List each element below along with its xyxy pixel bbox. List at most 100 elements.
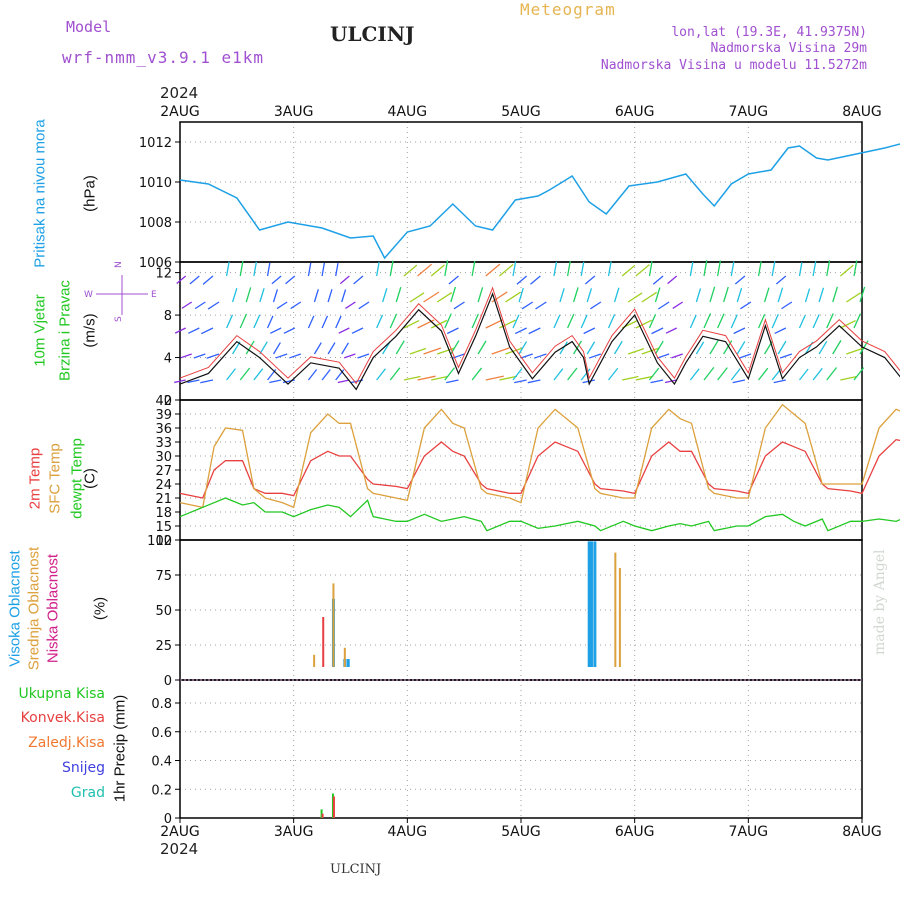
- wind-arrow: [635, 319, 653, 329]
- wind-arrow: [514, 327, 527, 335]
- wind-arrow: [671, 353, 683, 359]
- y-tick-label: 0.4: [151, 755, 172, 770]
- x-tick-label-bottom: 2AUG: [160, 824, 200, 840]
- wind-arrow: [389, 313, 398, 329]
- wind-arrow: [499, 375, 518, 381]
- wind-arrow: [505, 291, 521, 303]
- wind-gust-line: [179, 286, 900, 385]
- wind-arrow: [289, 353, 302, 359]
- y-tick-label: 21: [155, 492, 172, 507]
- wind-arrow: [758, 367, 769, 381]
- wind-arrow: [650, 379, 664, 384]
- wind-arrow: [520, 353, 533, 359]
- wind-arrow: [695, 341, 705, 355]
- x-tick-label-top: 6AUG: [615, 104, 655, 120]
- wind-arrow: [180, 353, 192, 359]
- y-tick-label: 1010: [139, 176, 172, 191]
- wind-arrow: [553, 261, 558, 277]
- wind-arrow: [853, 260, 858, 277]
- wind-arrow: [781, 301, 793, 310]
- y-tick-label: 100: [147, 534, 172, 549]
- wind-arrow: [757, 314, 766, 329]
- wind-arrow: [335, 315, 342, 329]
- wind-arrow: [283, 327, 296, 334]
- wind-arrow: [477, 287, 484, 303]
- y-tick-label: 75: [155, 569, 172, 584]
- wind-arrow: [771, 261, 776, 277]
- wind-arrow: [635, 375, 654, 381]
- wind-arrow: [521, 301, 534, 310]
- y-tick-label: 8: [164, 309, 172, 324]
- wind-arrow: [608, 367, 619, 381]
- wind-arrow: [730, 314, 738, 329]
- high-cloud-bar: [346, 659, 350, 667]
- wind-arrow: [423, 347, 442, 355]
- y-tick-label: 39: [155, 408, 172, 423]
- wind-arrow: [723, 286, 729, 303]
- wind-arrow: [285, 275, 296, 285]
- wind-arrow: [733, 327, 746, 335]
- wind-arrow: [839, 264, 854, 277]
- x-tick-label-top: 7AUG: [729, 104, 769, 120]
- wind-arrow: [516, 275, 528, 285]
- wind-arrow: [202, 275, 214, 285]
- wind-arrow: [351, 327, 364, 334]
- wind-arrow: [527, 379, 541, 384]
- wind-arrow: [812, 314, 820, 329]
- wind-arrow: [403, 264, 418, 277]
- wind-arrow: [583, 327, 596, 335]
- wind-arrow: [730, 261, 735, 277]
- high-cloud-bar: [587, 541, 591, 667]
- wind-arrow: [477, 340, 487, 355]
- wind-arrow: [193, 353, 206, 359]
- wind-arrow: [695, 288, 702, 303]
- wind-arrow: [272, 342, 281, 355]
- wind-arrow: [840, 320, 856, 329]
- wind-arrow: [245, 287, 252, 303]
- wind-arrow: [341, 342, 350, 355]
- wind-arrow: [187, 379, 200, 384]
- model-label: Model: [66, 18, 112, 36]
- wind-arrow: [512, 314, 520, 329]
- wind-arrow: [853, 313, 862, 329]
- wind-arrow: [832, 286, 839, 303]
- wind-arrow: [667, 275, 678, 285]
- wind-arrow: [717, 313, 725, 329]
- temp2m-line: [179, 438, 900, 499]
- wind-arrow: [444, 313, 452, 329]
- wind-arrow: [431, 375, 449, 381]
- mid-cloud-bar: [343, 647, 346, 667]
- wind-arrow: [338, 327, 350, 334]
- wind-arrow: [275, 353, 288, 359]
- x-tick-label-top: 5AUG: [501, 104, 541, 120]
- wind-arrow: [657, 301, 670, 310]
- wind-arrow: [409, 347, 427, 355]
- model-elevation-label: Nadmorska Visina u modelu 11.5272m: [600, 58, 867, 73]
- wind-arrow: [276, 301, 288, 310]
- y-tick-label: 1012: [139, 136, 172, 151]
- wind-arrow: [740, 301, 752, 310]
- wind-arrow: [253, 261, 258, 277]
- wind-arrow: [672, 301, 684, 310]
- wind-arrow: [376, 314, 384, 329]
- y-tick-label: 33: [155, 436, 172, 451]
- wind-arrow: [580, 314, 588, 329]
- y-tick-label: 4: [164, 352, 172, 367]
- wind-arrow: [528, 327, 541, 335]
- wind-arrow: [290, 301, 302, 310]
- precip-conv-bar: [321, 813, 324, 818]
- pressure-line: [179, 143, 900, 260]
- wind-arrow: [736, 341, 746, 355]
- wind-arrow: [512, 261, 517, 277]
- wind-arrow: [818, 340, 828, 355]
- wind-arrow: [535, 301, 547, 310]
- wind-arrow: [573, 340, 583, 355]
- wind-arrow: [403, 375, 421, 381]
- wind-arrow: [337, 379, 350, 384]
- wind-arrow: [588, 353, 602, 359]
- wind-arrow: [269, 379, 282, 384]
- wind-arrow: [664, 379, 677, 384]
- wind-arrow: [358, 301, 370, 310]
- wind-arrow: [798, 368, 809, 381]
